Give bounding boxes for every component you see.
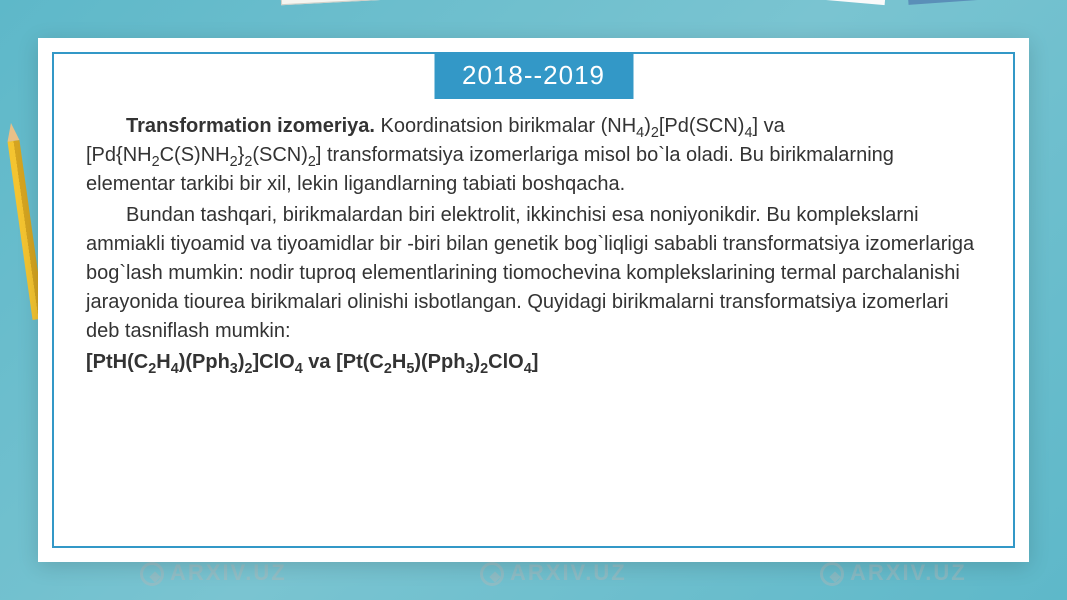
- bold-lead: Transformation izomeriya.: [126, 115, 375, 137]
- slide-card: 2018--2019 Transformation izomeriya. Koo…: [38, 38, 1029, 562]
- formula-line: [PtH(C2H4)(Pph3)2]ClO4 va [Pt(C2H5)(Pph3…: [86, 348, 981, 377]
- paragraph-2: Bundan tashqari, birikmalardan biri elek…: [86, 201, 981, 346]
- year-badge: 2018--2019: [434, 52, 633, 99]
- watermark: ARXIV.UZ: [140, 560, 287, 586]
- paper-decor-2: [906, 0, 1048, 5]
- watermark: ARXIV.UZ: [480, 560, 627, 586]
- paper-decor-1: [765, 0, 889, 5]
- paragraph-1: Transformation izomeriya. Koordinatsion …: [86, 112, 981, 199]
- slide-inner: 2018--2019 Transformation izomeriya. Koo…: [52, 52, 1015, 548]
- desk-decor: [0, 0, 1067, 40]
- watermark: ARXIV.UZ: [820, 560, 967, 586]
- slide-content: Transformation izomeriya. Koordinatsion …: [86, 112, 981, 377]
- notebook-decor: [279, 0, 481, 5]
